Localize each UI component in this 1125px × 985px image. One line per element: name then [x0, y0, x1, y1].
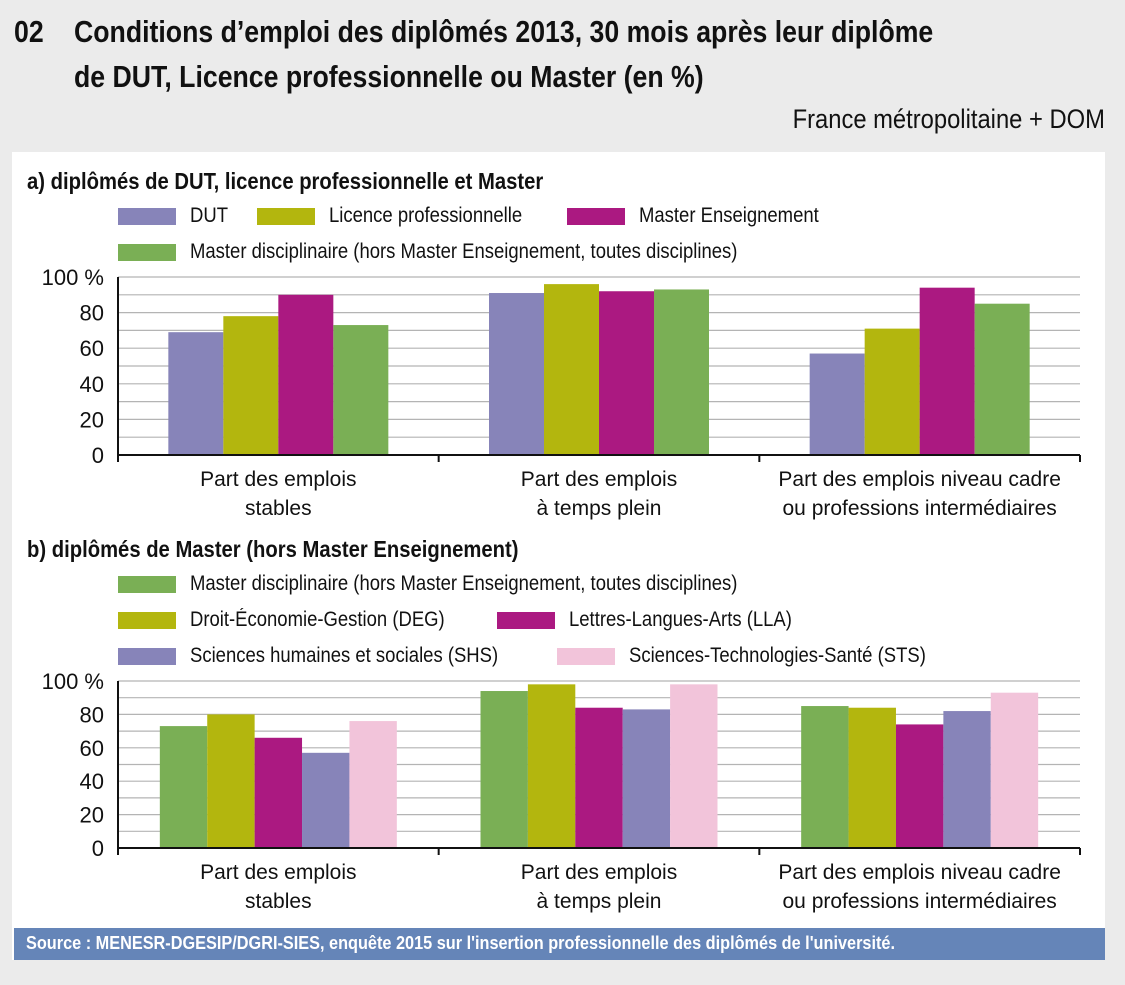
chart-a-bar-dut — [489, 293, 544, 455]
legend-label: Sciences-Technologies-Santé (STS) — [629, 644, 926, 667]
legend-swatch-lla — [497, 611, 555, 629]
legend-swatch-deg — [118, 611, 176, 629]
chart-b-bar-sts — [349, 721, 397, 848]
chart-b-bar-master-disciplinaire — [801, 706, 849, 848]
chart-a-legend-licence-pro: Licence professionnelle — [257, 204, 548, 228]
chart-b-ytick-label: 20 — [80, 803, 104, 828]
chart-b-bar-deg — [527, 684, 576, 848]
chart-b-bar-sts — [670, 684, 718, 848]
chart-a-bar-dut — [809, 353, 865, 455]
chart-b-ytick-label: 40 — [80, 769, 104, 794]
chart-b-legend-shs: Sciences humaines et sociales (SHS) — [118, 644, 540, 668]
chart-b-bar-shs — [622, 709, 671, 848]
chart-a-ytick-label: 40 — [80, 372, 104, 397]
chart-b-category-label: ou professions intermédiaires — [783, 890, 1057, 913]
chart-b-bar-deg — [848, 707, 896, 848]
chart-b-legend-lla: Lettres-Langues-Arts (LLA) — [497, 608, 822, 632]
figure-title-line-2: de DUT, Licence professionnelle ou Maste… — [74, 59, 704, 94]
chart-a-category-label: stables — [245, 497, 312, 520]
legend-label: Sciences humaines et sociales (SHS) — [190, 644, 499, 667]
source-bar: Source : MENESR-DGESIP/DGRI-SIES, enquêt… — [14, 928, 1105, 960]
chart-b-bar-sts — [990, 692, 1039, 848]
chart-b-bar-master-disciplinaire — [480, 691, 528, 848]
chart-b-category-label: Part des emplois — [521, 861, 677, 884]
chart-a-ytick-label: 80 — [80, 301, 104, 326]
chart-b-bar-shs — [302, 752, 350, 848]
chart-a-bar-dut — [168, 332, 224, 455]
chart-b-ytick-label: 0 — [92, 836, 104, 861]
chart-a-ytick-label: 0 — [92, 443, 104, 468]
chart-a-legend-master-enseignement: Master Enseignement — [567, 204, 843, 228]
legend-swatch-sts — [557, 647, 615, 665]
legend-label: Master disciplinaire (hors Master Enseig… — [190, 240, 738, 263]
chart-a-legend-master-disciplinaire: Master disciplinaire (hors Master Enseig… — [118, 240, 812, 264]
chart-a-category-label: Part des emplois — [521, 468, 677, 491]
chart-a-bar-master-disciplinaire — [654, 289, 709, 455]
chart-a-category-label: ou professions intermédiaires — [783, 497, 1057, 520]
legend-swatch-master-enseignement — [567, 207, 625, 225]
chart-a-bar-master-disciplinaire — [333, 325, 389, 455]
chart-a-ytick-label: 100 % — [42, 265, 104, 290]
legend-label: Droit-Économie-Gestion (DEG) — [190, 608, 445, 631]
chart-b-bar-lla — [575, 707, 623, 848]
legend-swatch-dut — [118, 207, 176, 225]
chart-b-category-label: à temps plein — [537, 890, 662, 913]
chart-a-legend-dut: DUT — [118, 204, 233, 228]
chart-a-bar-master-enseignement — [599, 291, 654, 455]
chart-b-bar-lla — [254, 737, 303, 848]
chart-b-legend-deg: Droit-Économie-Gestion (DEG) — [118, 608, 479, 632]
geographic-scope: France métropolitaine + DOM — [792, 104, 1105, 134]
chart-a-bar-master-disciplinaire — [974, 303, 1030, 455]
chart-b-ytick-label: 60 — [80, 736, 104, 761]
figure-title-line-1: Conditions d’emploi des diplômés 2013, 3… — [74, 14, 934, 49]
legend-label: Lettres-Langues-Arts (LLA) — [569, 608, 792, 631]
legend-label: Master disciplinaire (hors Master Enseig… — [190, 572, 738, 595]
chart-b-legend-sts: Sciences-Technologies-Santé (STS) — [557, 644, 966, 668]
chart-a-category-label: Part des emplois niveau cadre — [778, 468, 1061, 491]
chart-b-title: b) diplômés de Master (hors Master Ensei… — [27, 536, 519, 562]
chart-b-bar-shs — [943, 711, 991, 848]
chart-a-ytick-label: 20 — [80, 407, 104, 432]
legend-swatch-shs — [118, 647, 176, 665]
chart-b-category-label: Part des emplois — [200, 861, 356, 884]
chart-a-bar-licence-professionnelle — [864, 328, 920, 455]
chart-a-title: a) diplômés de DUT, licence professionne… — [27, 168, 544, 194]
chart-a-bar-master-enseignement — [919, 287, 975, 455]
legend-label: Licence professionnelle — [329, 204, 523, 227]
chart-a-ytick-label: 60 — [80, 336, 104, 361]
chart-b-bar-master-disciplinaire — [159, 726, 208, 848]
chart-b-category-label: Part des emplois niveau cadre — [778, 861, 1061, 884]
chart-b-category-label: stables — [245, 890, 312, 913]
chart-b-ytick-label: 80 — [80, 702, 104, 727]
chart-a-category-label: Part des emplois — [200, 468, 356, 491]
chart-a-bar-licence-professionnelle — [544, 284, 599, 455]
legend-swatch-master-disciplinaire — [118, 575, 176, 593]
chart-b-bar-deg — [207, 714, 255, 848]
chart-a-bar-master-enseignement — [278, 294, 334, 455]
chart-b-legend-master-disciplinaire: Master disciplinaire (hors Master Enseig… — [118, 572, 812, 596]
source-text: Source : MENESR-DGESIP/DGRI-SIES, enquêt… — [26, 932, 895, 953]
legend-label: DUT — [190, 204, 228, 227]
chart-a-bar-licence-professionnelle — [223, 316, 279, 455]
legend-swatch-licence-pro — [257, 207, 315, 225]
legend-swatch-master-disciplinaire — [118, 243, 176, 261]
chart-a-category-label: à temps plein — [537, 497, 662, 520]
legend-label: Master Enseignement — [639, 204, 819, 227]
chart-b-ytick-label: 100 % — [42, 669, 104, 694]
chart-b-bar-lla — [895, 724, 944, 848]
figure-number: 02 — [14, 14, 44, 49]
